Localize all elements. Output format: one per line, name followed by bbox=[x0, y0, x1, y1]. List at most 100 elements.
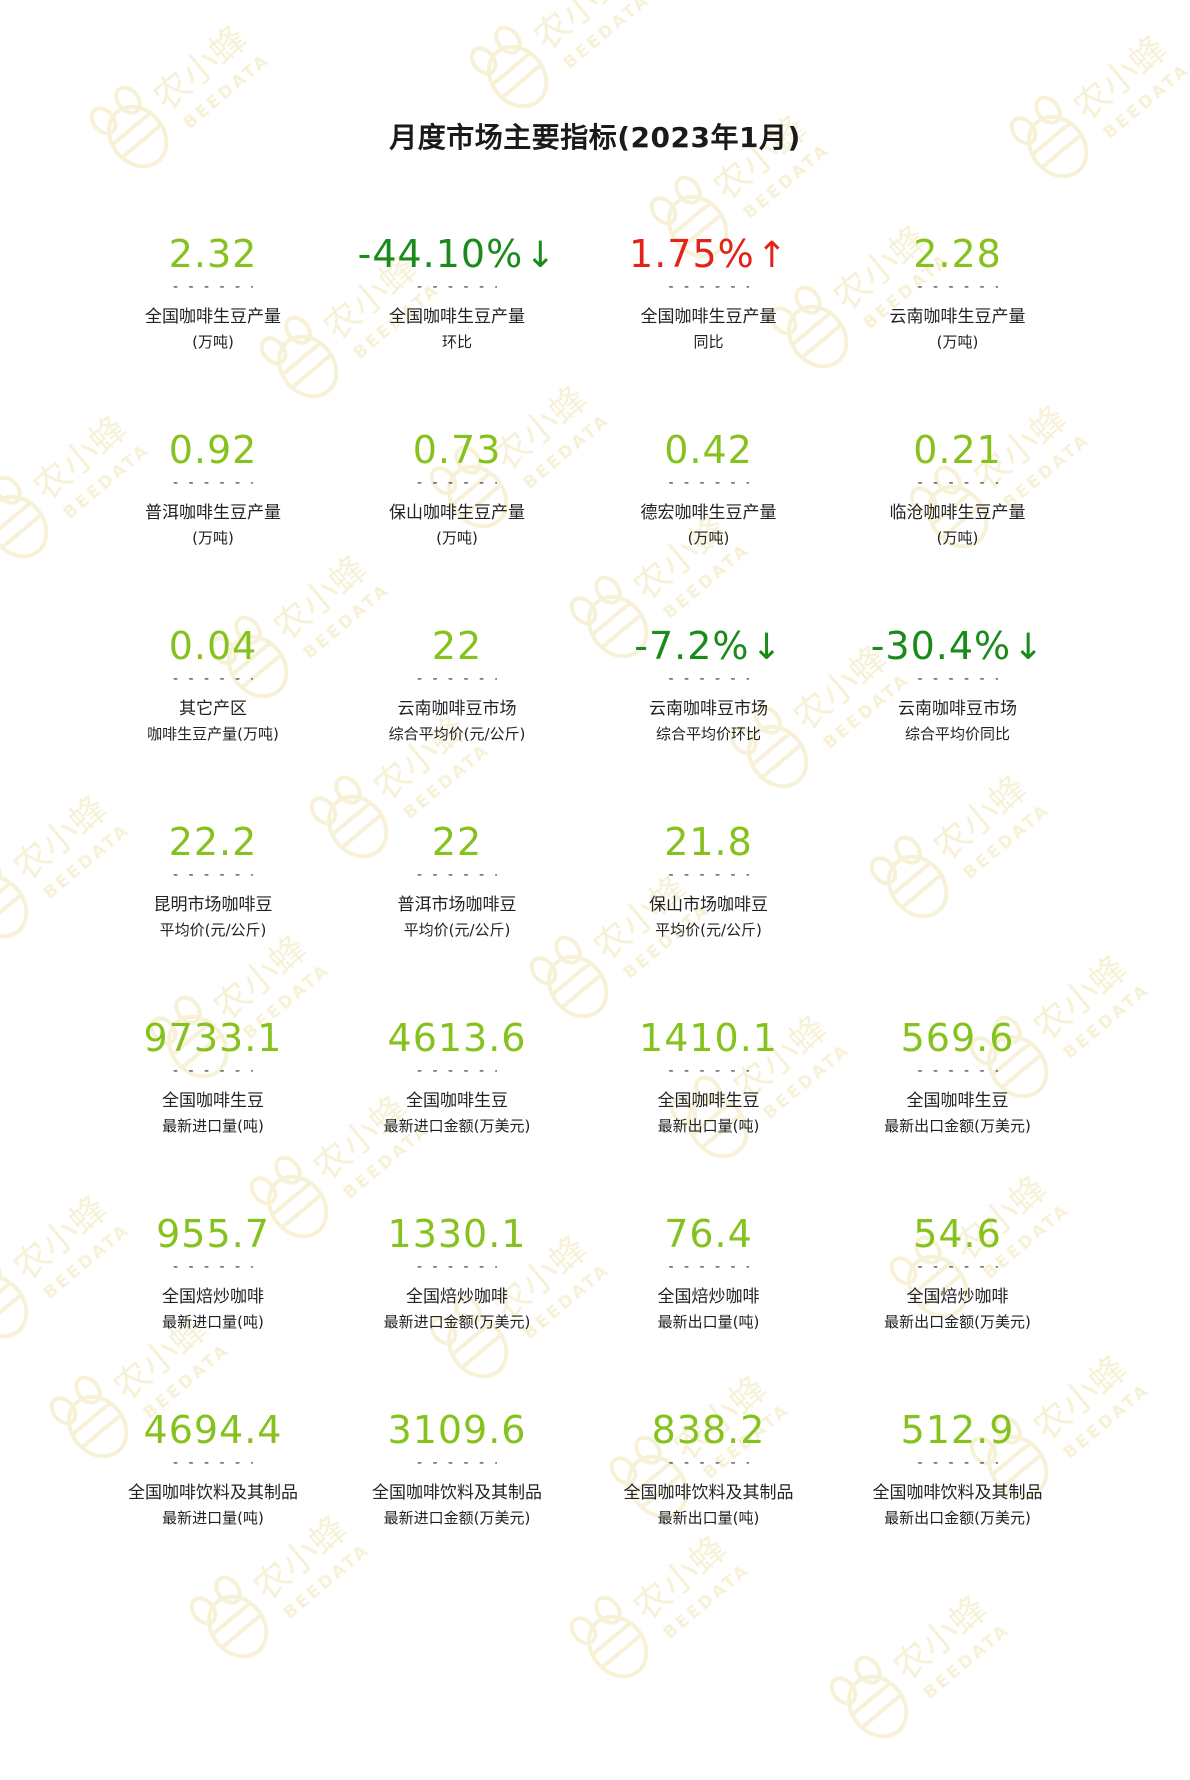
metric-sublabel: (万吨) bbox=[98, 330, 328, 354]
metric-sublabel: 最新出口量(吨) bbox=[586, 1310, 831, 1334]
metrics-grid: 2.32- - - - - - - -全国咖啡生豆产量(万吨)-44.10%↓-… bbox=[98, 232, 1084, 1604]
metric-sublabel: 平均价(元/公斤) bbox=[328, 918, 586, 942]
metric-value: 9733.1 bbox=[98, 1016, 328, 1060]
metric-value: 1.75%↑ bbox=[586, 232, 831, 276]
metric-label: 云南咖啡豆市场 bbox=[831, 696, 1084, 722]
dashed-divider: - - - - - - - - bbox=[918, 476, 998, 490]
dashed-divider: - - - - - - - - bbox=[417, 868, 497, 882]
metric-number: 0.73 bbox=[413, 428, 502, 472]
dashed-divider: - - - - - - - - bbox=[417, 1260, 497, 1274]
metric-value: 54.6 bbox=[831, 1212, 1084, 1256]
metric-card: 0.73- - - - - - - -保山咖啡生豆产量(万吨) bbox=[328, 428, 586, 624]
metric-number: 22 bbox=[432, 820, 482, 864]
metric-value: 22.2 bbox=[98, 820, 328, 864]
metric-label: 全国咖啡生豆产量 bbox=[98, 304, 328, 330]
metric-label: 德宏咖啡生豆产量 bbox=[586, 500, 831, 526]
dashed-divider: - - - - - - - - bbox=[417, 672, 497, 686]
metric-number: 21.8 bbox=[664, 820, 753, 864]
metric-sublabel: 环比 bbox=[328, 330, 586, 354]
metric-value: 0.73 bbox=[328, 428, 586, 472]
svg-text:农小蜂: 农小蜂 bbox=[526, 0, 635, 59]
metric-number: 1.75% bbox=[629, 232, 755, 276]
metric-card: 2.32- - - - - - - -全国咖啡生豆产量(万吨) bbox=[98, 232, 328, 428]
metric-card: 2.28- - - - - - - -云南咖啡生豆产量(万吨) bbox=[831, 232, 1084, 428]
arrow-up-icon: ↑ bbox=[757, 234, 788, 278]
metric-sublabel: 最新出口金额(万美元) bbox=[831, 1114, 1084, 1138]
metric-label: 全国咖啡生豆 bbox=[98, 1088, 328, 1114]
metric-value: 1410.1 bbox=[586, 1016, 831, 1060]
metric-sublabel: 综合平均价同比 bbox=[831, 722, 1084, 746]
metric-value: 955.7 bbox=[98, 1212, 328, 1256]
metric-sublabel: 综合平均价环比 bbox=[586, 722, 831, 746]
metric-number: 569.6 bbox=[901, 1016, 1015, 1060]
metric-label: 全国焙炒咖啡 bbox=[328, 1284, 586, 1310]
metric-label: 云南咖啡豆市场 bbox=[586, 696, 831, 722]
metric-card: 512.9- - - - - - - -全国咖啡饮料及其制品最新出口金额(万美元… bbox=[831, 1408, 1084, 1604]
metric-number: 4613.6 bbox=[388, 1016, 527, 1060]
metric-number: -30.4% bbox=[871, 624, 1011, 668]
metric-label: 云南咖啡生豆产量 bbox=[831, 304, 1084, 330]
metric-value: 0.92 bbox=[98, 428, 328, 472]
metric-card: 3109.6- - - - - - - -全国咖啡饮料及其制品最新进口金额(万美… bbox=[328, 1408, 586, 1604]
metric-sublabel: 最新出口金额(万美元) bbox=[831, 1310, 1084, 1334]
arrow-down-icon: ↓ bbox=[1013, 626, 1044, 670]
metric-value: 22 bbox=[328, 624, 586, 668]
metric-sublabel: 最新出口量(吨) bbox=[586, 1506, 831, 1530]
metric-label: 全国焙炒咖啡 bbox=[586, 1284, 831, 1310]
metric-value: 838.2 bbox=[586, 1408, 831, 1452]
metric-value: 0.21 bbox=[831, 428, 1084, 472]
metric-sublabel: 最新进口金额(万美元) bbox=[328, 1506, 586, 1530]
metric-number: 9733.1 bbox=[144, 1016, 283, 1060]
metric-value: -7.2%↓ bbox=[586, 624, 831, 668]
metric-value: 76.4 bbox=[586, 1212, 831, 1256]
dashed-divider: - - - - - - - - bbox=[417, 1064, 497, 1078]
arrow-down-icon: ↓ bbox=[525, 234, 556, 278]
dashed-divider: - - - - - - - - bbox=[173, 476, 253, 490]
metric-label: 昆明市场咖啡豆 bbox=[98, 892, 328, 918]
metric-card-empty bbox=[831, 820, 1084, 1016]
metric-label: 云南咖啡豆市场 bbox=[328, 696, 586, 722]
metric-value: 0.42 bbox=[586, 428, 831, 472]
metric-label: 全国咖啡饮料及其制品 bbox=[831, 1480, 1084, 1506]
metric-value: 2.32 bbox=[98, 232, 328, 276]
metric-sublabel: 最新进口量(吨) bbox=[98, 1506, 328, 1530]
metric-sublabel: (万吨) bbox=[831, 526, 1084, 550]
metric-number: -7.2% bbox=[634, 624, 749, 668]
metric-sublabel: (万吨) bbox=[98, 526, 328, 550]
metric-label: 其它产区 bbox=[98, 696, 328, 722]
metric-sublabel: (万吨) bbox=[831, 330, 1084, 354]
metric-number: 2.32 bbox=[169, 232, 258, 276]
dashed-divider: - - - - - - - - bbox=[669, 476, 749, 490]
metric-sublabel: 最新出口量(吨) bbox=[586, 1114, 831, 1138]
metric-value: 3109.6 bbox=[328, 1408, 586, 1452]
metric-label: 全国咖啡饮料及其制品 bbox=[98, 1480, 328, 1506]
metric-card: 0.42 - - - - - - - - 德宏咖啡生豆产量(万吨) bbox=[586, 428, 831, 624]
metric-value: -44.10%↓ bbox=[328, 232, 586, 276]
metric-sublabel: (万吨) bbox=[586, 526, 831, 550]
metric-label: 全国焙炒咖啡 bbox=[98, 1284, 328, 1310]
dashed-divider: - - - - - - - - bbox=[173, 1260, 253, 1274]
metric-sublabel: 最新出口金额(万美元) bbox=[831, 1506, 1084, 1530]
metric-label: 全国咖啡生豆 bbox=[328, 1088, 586, 1114]
metric-sublabel: (万吨) bbox=[328, 526, 586, 550]
metric-label: 全国焙炒咖啡 bbox=[831, 1284, 1084, 1310]
dashed-divider: - - - - - - - - bbox=[173, 868, 253, 882]
dashed-divider: - - - - - - - - bbox=[173, 672, 253, 686]
metric-label: 全国咖啡生豆产量 bbox=[328, 304, 586, 330]
metric-value: 0.04 bbox=[98, 624, 328, 668]
metric-number: 76.4 bbox=[664, 1212, 753, 1256]
metric-sublabel: 平均价(元/公斤) bbox=[98, 918, 328, 942]
metric-value: 4613.6 bbox=[328, 1016, 586, 1060]
metric-sublabel: 综合平均价(元/公斤) bbox=[328, 722, 586, 746]
